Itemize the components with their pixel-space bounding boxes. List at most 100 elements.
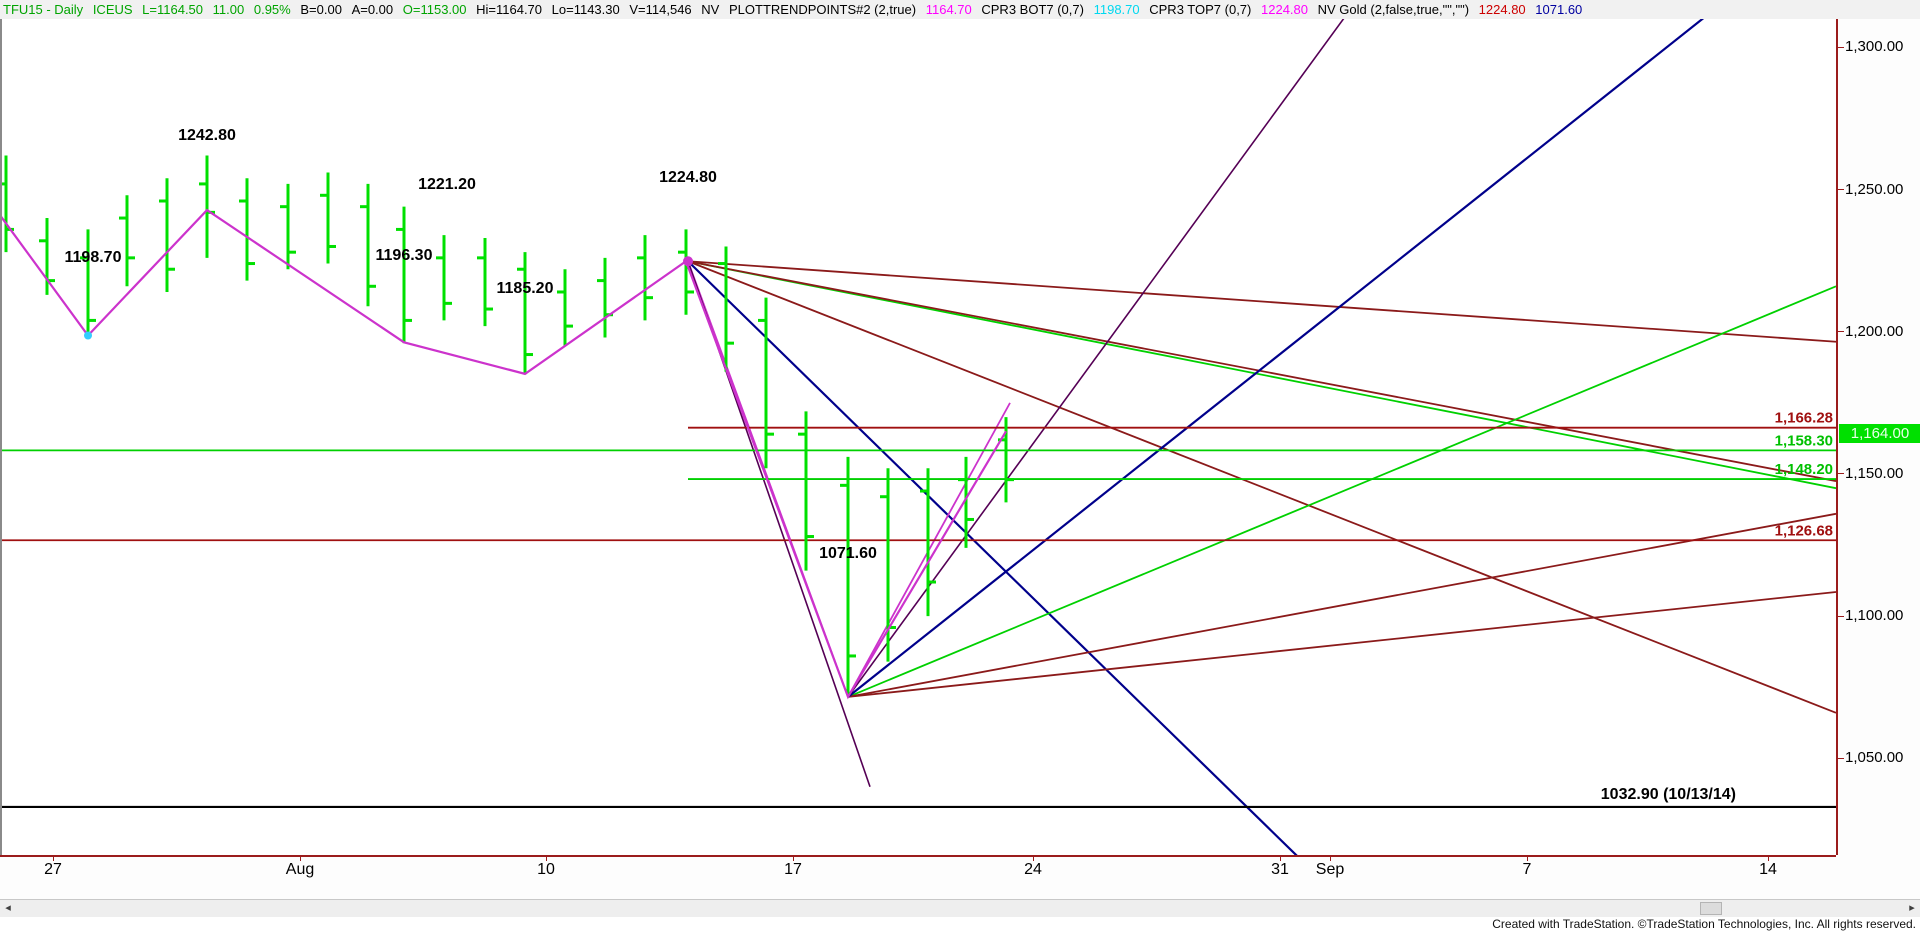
zigzag-line	[0, 208, 1007, 700]
change-percent-label: 0.95%	[253, 2, 291, 17]
trend-line	[687, 260, 1836, 482]
chart-canvas: 1,166.28 1,158.30 1,148.20 1,126.68 1032.90 …	[0, 19, 1836, 855]
bid-label: B=0.00	[300, 2, 342, 17]
indicator-2-name[interactable]: CPR3 BOT7 (0,7)	[981, 2, 1084, 17]
last-price-label: L=1164.50	[142, 2, 204, 17]
price-tick: 1,050.00	[1838, 750, 1920, 766]
price-tick-label: 1,300.00	[1845, 38, 1904, 56]
horizontal-line-group	[0, 426, 1836, 809]
date-tick-mark	[1280, 857, 1281, 861]
date-tick-label: 14	[1759, 861, 1777, 878]
price-tick: 1,300.00	[1838, 39, 1920, 55]
change-label: 11.00	[212, 2, 245, 17]
date-tick-label: Sep	[1315, 861, 1345, 878]
date-tick-mark	[1527, 857, 1528, 861]
date-tick-mark	[300, 857, 301, 861]
pivot-high-marker	[683, 256, 693, 267]
plot-left-border	[0, 19, 2, 855]
trend-line	[687, 260, 1836, 343]
support-resistance-label: 1,148.20	[1775, 461, 1833, 478]
trend-line	[687, 260, 1836, 490]
price-tick-mark	[1838, 189, 1844, 191]
trend-line	[847, 19, 1705, 698]
price-tick-mark	[1838, 757, 1844, 759]
symbol-label[interactable]: TFU15 - Daily	[3, 2, 84, 17]
exchange-label: ICEUS	[92, 2, 133, 17]
horizontal-scrollbar[interactable]: ◂ ▸	[0, 899, 1920, 917]
date-tick-label: 17	[784, 861, 802, 878]
support-resistance-label: 1,126.68	[1775, 522, 1833, 539]
scrollbar-thumb[interactable]	[1700, 902, 1722, 915]
date-tick-label: Aug	[285, 861, 315, 878]
trend-line	[847, 19, 1345, 698]
price-tick-mark	[1838, 615, 1844, 617]
trend-line	[847, 285, 1836, 698]
scroll-right-arrow-icon[interactable]: ▸	[1904, 900, 1920, 917]
chart-status-bar: TFU15 - Daily ICEUS L=1164.50 11.00 0.95…	[0, 0, 1920, 20]
date-tick-label: 31	[1271, 861, 1289, 878]
date-tick-mark	[546, 857, 547, 861]
volume-label: V=114,546	[629, 2, 692, 17]
last-price-tag: 1,164.00	[1839, 424, 1920, 444]
scroll-left-arrow-icon[interactable]: ◂	[0, 900, 16, 917]
pivot-price-label: 1242.80	[178, 127, 236, 144]
indicator-2-value: 1198.70	[1093, 2, 1140, 17]
pivot-label-group: 1,166.28 1,158.30 1,148.20 1,126.68 1032.90 …	[65, 127, 1833, 803]
date-tick-label: 10	[537, 861, 555, 878]
price-tick-mark	[1838, 331, 1844, 333]
pivot-price-label: 1196.30	[376, 247, 433, 264]
pivot-price-label: 1198.70	[65, 249, 122, 266]
price-axis[interactable]: 1,300.00 1,250.00 1,200.00 1,150.00 1,100.00…	[1836, 19, 1920, 855]
price-tick-label: 1,100.00	[1845, 607, 1904, 625]
axis-corner	[1836, 855, 1920, 899]
low-label: Lo=1143.30	[551, 2, 620, 17]
indicator-1-value: 1164.70	[925, 2, 972, 17]
trend-line	[847, 512, 1836, 698]
indicator-4-value-b: 1071.60	[1535, 2, 1583, 17]
indicator-3-value: 1224.80	[1261, 2, 1308, 17]
pivot-price-label: 1224.80	[659, 169, 717, 186]
date-tick-label: 24	[1024, 861, 1042, 878]
price-tick-label: 1,050.00	[1845, 749, 1904, 767]
price-tick-mark	[1838, 46, 1844, 48]
zigzag-pivot-line	[0, 208, 1007, 700]
support-resistance-label: 1,166.28	[1775, 410, 1833, 427]
tradestation-credit: Created with TradeStation. ©TradeStation…	[1492, 917, 1916, 931]
date-axis[interactable]: 27 Aug 10 17 24 31 Sep 7 14	[0, 855, 1836, 899]
price-tick: 1,200.00	[1838, 322, 1920, 340]
indicator-4-name[interactable]: NV Gold (2,false,true,"","")	[1317, 2, 1470, 17]
date-tick-mark	[1330, 857, 1331, 861]
date-tick-mark	[53, 857, 54, 861]
price-tick: 1,250.00	[1838, 180, 1920, 198]
historic-low-label: 1032.90 (10/13/14)	[1601, 786, 1736, 803]
indicator-1-name[interactable]: PLOTTRENDPOINTS#2 (2,true)	[728, 2, 917, 17]
date-tick-mark	[1768, 857, 1769, 861]
price-tick-label: 1,250.00	[1845, 180, 1904, 198]
high-label: Hi=1164.70	[476, 2, 543, 17]
trend-line	[687, 260, 1836, 714]
nv-label: NV	[701, 2, 720, 17]
pivot-price-label: 1221.20	[418, 176, 476, 193]
ask-label: A=0.00	[351, 2, 394, 17]
chart-plot-area[interactable]: 1,166.28 1,158.30 1,148.20 1,126.68 1032.90 …	[0, 19, 1836, 855]
price-bar-group	[0, 155, 1014, 696]
date-tick-mark	[793, 857, 794, 861]
price-tick-label: 1,200.00	[1845, 322, 1904, 340]
pivot-price-label: 1071.60	[819, 545, 877, 562]
trendline-group	[687, 19, 1836, 855]
date-tick-label: 27	[44, 861, 62, 878]
price-tick: 1,150.00	[1838, 464, 1920, 482]
date-tick-mark	[1033, 857, 1034, 861]
price-tick: 1,100.00	[1838, 608, 1920, 624]
trend-line	[847, 591, 1836, 698]
open-label: O=1153.00	[402, 2, 467, 17]
price-tick-mark	[1838, 473, 1844, 475]
pivot-low-marker	[84, 331, 92, 340]
trend-line	[687, 260, 1298, 855]
indicator-4-value-a: 1224.80	[1478, 2, 1526, 17]
price-tick-label: 1,150.00	[1845, 464, 1904, 482]
pivot-price-label: 1185.20	[497, 280, 554, 297]
support-resistance-label: 1,158.30	[1775, 432, 1833, 449]
indicator-3-name[interactable]: CPR3 TOP7 (0,7)	[1149, 2, 1252, 17]
